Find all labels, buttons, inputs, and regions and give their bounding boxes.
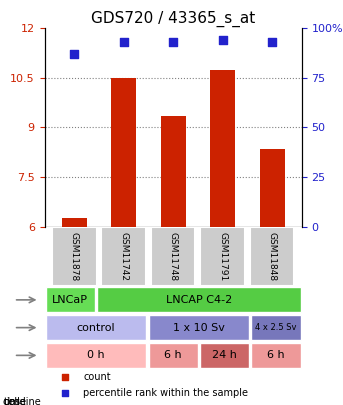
Text: control: control [77, 323, 115, 333]
FancyBboxPatch shape [251, 343, 301, 368]
Text: time: time [3, 397, 26, 405]
Text: count: count [83, 372, 111, 382]
Bar [161, 116, 186, 226]
Text: LNCaP: LNCaP [52, 295, 88, 305]
Text: GSM11742: GSM11742 [119, 232, 128, 281]
Text: 6 h: 6 h [164, 350, 182, 360]
FancyBboxPatch shape [46, 288, 95, 312]
Text: GSM11848: GSM11848 [268, 232, 277, 281]
Bar [260, 149, 285, 226]
Point [62, 374, 68, 380]
Bar [62, 218, 87, 226]
FancyBboxPatch shape [149, 343, 198, 368]
FancyBboxPatch shape [149, 315, 249, 340]
Point [62, 390, 68, 396]
Point [220, 37, 225, 43]
Text: GSM11878: GSM11878 [70, 232, 79, 281]
Bar [210, 70, 235, 226]
Text: GSM11748: GSM11748 [169, 232, 178, 281]
Point [170, 39, 176, 45]
FancyBboxPatch shape [200, 343, 249, 368]
FancyBboxPatch shape [102, 226, 146, 286]
Bar [111, 78, 136, 226]
FancyBboxPatch shape [46, 343, 146, 368]
FancyBboxPatch shape [97, 288, 301, 312]
Text: 24 h: 24 h [212, 350, 237, 360]
Text: LNCAP C4-2: LNCAP C4-2 [166, 295, 232, 305]
Text: cell line: cell line [3, 397, 41, 405]
FancyBboxPatch shape [200, 226, 245, 286]
Text: percentile rank within the sample: percentile rank within the sample [83, 388, 248, 398]
Text: 4 x 2.5 Sv: 4 x 2.5 Sv [256, 323, 297, 332]
FancyBboxPatch shape [250, 226, 294, 286]
FancyBboxPatch shape [251, 315, 301, 340]
FancyBboxPatch shape [46, 315, 146, 340]
Text: GSM11791: GSM11791 [218, 232, 227, 281]
Text: dose: dose [3, 397, 26, 405]
Text: 1 x 10 Sv: 1 x 10 Sv [173, 323, 225, 333]
Point [72, 51, 77, 58]
Point [121, 39, 127, 45]
FancyBboxPatch shape [52, 226, 96, 286]
Text: 6 h: 6 h [267, 350, 285, 360]
Title: GDS720 / 43365_s_at: GDS720 / 43365_s_at [91, 11, 255, 27]
Text: 0 h: 0 h [87, 350, 105, 360]
FancyBboxPatch shape [151, 226, 196, 286]
Point [269, 39, 275, 45]
